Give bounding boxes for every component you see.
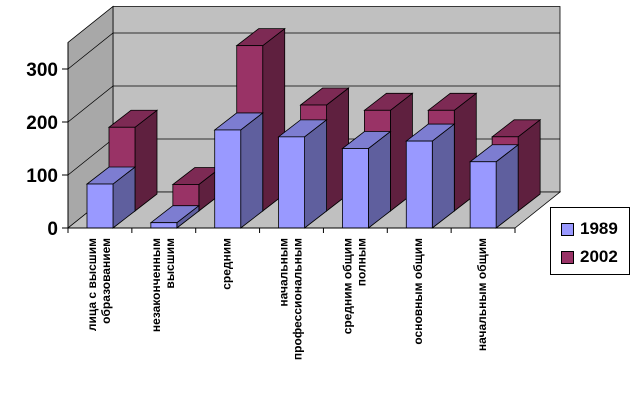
category-label-line: лица с высшим — [85, 238, 99, 331]
legend-label-2002: 2002 — [580, 247, 618, 266]
y-tick-label: 0 — [47, 219, 58, 240]
y-tick-label: 100 — [26, 166, 58, 187]
category-label: основным общим — [411, 238, 425, 345]
y-axis: 0 100 200 300 — [26, 42, 69, 240]
category-label-line: профессиональным — [291, 238, 305, 360]
category-label: лица с высшимобразованием — [85, 238, 113, 331]
gridline — [67, 32, 560, 70]
category-label-line: начальным — [277, 238, 291, 307]
category-label-line: образованием — [99, 238, 113, 324]
bars — [85, 27, 542, 229]
y-tick-label: 300 — [26, 60, 58, 81]
category-label-line: незаконченным — [149, 238, 163, 332]
legend-swatch-2002 — [561, 250, 574, 264]
legend-item-1989: 1989 — [561, 218, 618, 240]
bar-1989-3 — [277, 119, 328, 229]
category-label-line: основным общим — [411, 238, 425, 345]
gridline — [67, 85, 560, 123]
legend-item-2002: 2002 — [561, 246, 618, 268]
category-label-line: начальным общим — [475, 238, 489, 351]
bar-1989-5 — [405, 123, 456, 229]
category-label-line: средним — [220, 238, 234, 290]
category-label-line: полным — [354, 238, 368, 286]
category-label-line: средним общим — [340, 238, 354, 334]
legend: 1989 2002 — [550, 207, 630, 275]
bar-1989-2 — [213, 112, 264, 229]
category-label: начальным общим — [475, 238, 489, 351]
category-label-line: высшим — [163, 238, 177, 289]
x-axis: лица с высшимобразованием незаконченнымвы… — [67, 227, 516, 360]
category-label: средним — [220, 238, 234, 290]
legend-label-1989: 1989 — [580, 219, 618, 238]
bar-1989-4 — [341, 130, 392, 229]
category-label: средним общимполным — [340, 238, 368, 334]
bar-1989-6 — [468, 143, 520, 229]
category-label: начальнымпрофессиональным — [277, 238, 305, 360]
y-tick-label: 200 — [26, 113, 58, 134]
bar-1989-0 — [85, 166, 137, 229]
bar-1989-1 — [149, 204, 201, 229]
legend-swatch-1989 — [561, 222, 574, 236]
category-label: незаконченнымвысшим — [149, 238, 177, 332]
